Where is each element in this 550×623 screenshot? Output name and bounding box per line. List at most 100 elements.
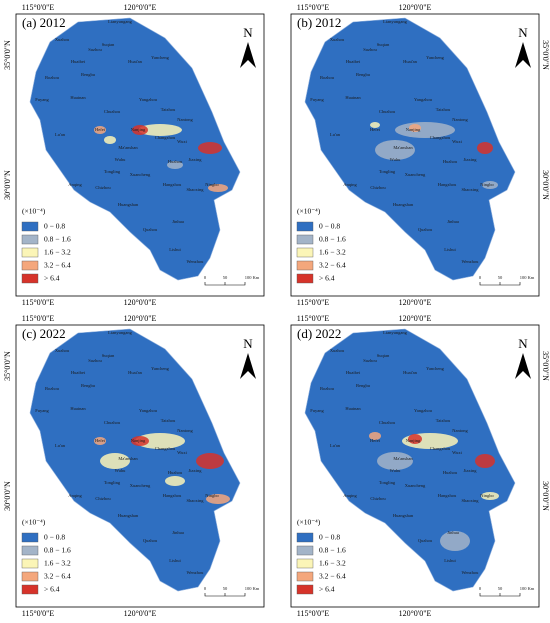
- hotspot: [135, 433, 185, 449]
- city-label: Hangzhou: [163, 493, 182, 498]
- city-label: Anqing: [68, 493, 82, 498]
- legend-unit: (×10⁻⁴): [297, 207, 321, 216]
- north-label: N: [518, 25, 528, 40]
- city-label: Chizhou: [95, 185, 111, 190]
- city-label: Huzhou: [168, 470, 183, 475]
- city-label: Wuhu: [115, 157, 127, 162]
- north-arrow: [515, 353, 531, 379]
- city-label: Quzhou: [418, 227, 433, 232]
- city-label: Xuzhou: [330, 348, 345, 353]
- city-label: Chizhou: [370, 185, 386, 190]
- city-label: Jiaxing: [464, 157, 478, 162]
- longitude-label: 120°0'0"E: [399, 298, 432, 307]
- city-label: Shaoxing: [186, 187, 204, 192]
- city-label: Nanjing: [406, 438, 421, 443]
- north-label: N: [518, 336, 528, 351]
- legend-label: 0.8 − 1.6: [319, 235, 346, 244]
- hotspot: [375, 140, 415, 160]
- scale-label: 100 Km: [520, 275, 535, 280]
- city-label: Xuzhou: [55, 348, 70, 353]
- city-label: Wuxi: [177, 450, 188, 455]
- legend-swatch: [296, 532, 314, 543]
- city-label: Nanjing: [131, 127, 146, 132]
- city-label: Chizhou: [95, 496, 111, 501]
- city-label: Huzhou: [443, 159, 458, 164]
- city-label: Huainan: [70, 406, 86, 411]
- hotspot: [475, 454, 495, 468]
- city-label: Huangshan: [118, 202, 139, 207]
- latitude-label: 35°0'0"N: [541, 40, 550, 70]
- city-label: Bozhou: [45, 386, 60, 391]
- city-label: Quzhou: [143, 538, 158, 543]
- city-label: Lu'an: [55, 443, 66, 448]
- city-label: Jiaxing: [189, 468, 203, 473]
- legend-label: 0 − 0.8: [319, 222, 340, 231]
- latitude-label: 30°0'0"N: [541, 170, 550, 200]
- longitude-label: 115°0'0"E: [22, 3, 55, 12]
- map-panel: (c) 2022 115°0'0"E 115°0'0"E 120°0'0"E 120°0…: [3, 314, 265, 618]
- scale-label: 0: [479, 275, 482, 280]
- legend-swatch: [296, 545, 314, 556]
- city-label: Wenzhou: [462, 570, 480, 575]
- city-label: Ningbo: [480, 182, 494, 187]
- legend-label: > 6.4: [319, 274, 335, 283]
- city-label: Nanjing: [406, 127, 421, 132]
- scale-label: 50: [498, 586, 503, 591]
- city-label: Xuancheng: [405, 483, 426, 488]
- legend-label: 0 − 0.8: [319, 533, 340, 542]
- longitude-label: 115°0'0"E: [297, 314, 330, 323]
- city-label: Chuzhou: [379, 109, 396, 114]
- hotspot: [94, 437, 106, 445]
- city-label: Chizhou: [370, 496, 386, 501]
- city-label: Wuxi: [452, 139, 463, 144]
- city-label: Wenzhou: [187, 570, 205, 575]
- legend-swatch: [21, 234, 39, 245]
- city-label: Taizhou: [161, 107, 176, 112]
- city-label: Jinhua: [172, 530, 184, 535]
- city-label: Quzhou: [418, 538, 433, 543]
- city-label: Lianyungang: [383, 19, 407, 24]
- city-label: Jinhua: [447, 219, 459, 224]
- city-label: Huainan: [345, 406, 361, 411]
- legend-swatch: [296, 558, 314, 569]
- city-label: Chuzhou: [104, 420, 121, 425]
- hotspot: [208, 184, 228, 192]
- longitude-label: 120°0'0"E: [399, 3, 432, 12]
- city-label: Chuzhou: [104, 109, 121, 114]
- city-label: Huainan: [70, 95, 86, 100]
- city-label: Suzhou: [88, 47, 102, 52]
- legend-swatch: [296, 260, 314, 271]
- hotspot: [167, 161, 183, 169]
- city-label: Hefei: [95, 127, 106, 132]
- hotspot: [100, 453, 130, 469]
- city-label: Suqian: [377, 42, 390, 47]
- hotspot: [196, 453, 224, 469]
- city-label: Fuyang: [35, 97, 49, 102]
- hotspot: [104, 136, 116, 144]
- city-label: Tongling: [104, 480, 121, 485]
- region-shape: [29, 17, 241, 281]
- city-label: Yancheng: [151, 366, 170, 371]
- city-label: Lu'an: [330, 443, 341, 448]
- city-label: Tongling: [379, 480, 396, 485]
- city-label: Suqian: [377, 353, 390, 358]
- city-label: Nanjing: [131, 438, 146, 443]
- city-label: Lu'an: [55, 132, 66, 137]
- legend-swatch: [296, 234, 314, 245]
- city-label: Huzhou: [443, 470, 458, 475]
- city-label: Anqing: [343, 493, 357, 498]
- hotspot: [206, 494, 230, 504]
- city-label: Hefei: [95, 438, 106, 443]
- city-label: Huai'an: [128, 59, 143, 64]
- longitude-label: 120°0'0"E: [399, 609, 432, 618]
- map-panel: (d) 2022 115°0'0"E 115°0'0"E 120°0'0"E 120°0…: [290, 314, 550, 618]
- city-label: Wenzhou: [462, 259, 480, 264]
- map-panel: (b) 2012 115°0'0"E 115°0'0"E 120°0'0"E 120°0…: [290, 3, 550, 307]
- longitude-label: 115°0'0"E: [297, 298, 330, 307]
- city-label: Changzhou: [430, 135, 451, 140]
- city-label: Ningbo: [205, 493, 219, 498]
- city-label: Yangzhou: [414, 408, 433, 413]
- legend-unit: (×10⁻⁴): [297, 518, 321, 527]
- legend-swatch: [296, 584, 314, 595]
- city-label: Suqian: [102, 42, 115, 47]
